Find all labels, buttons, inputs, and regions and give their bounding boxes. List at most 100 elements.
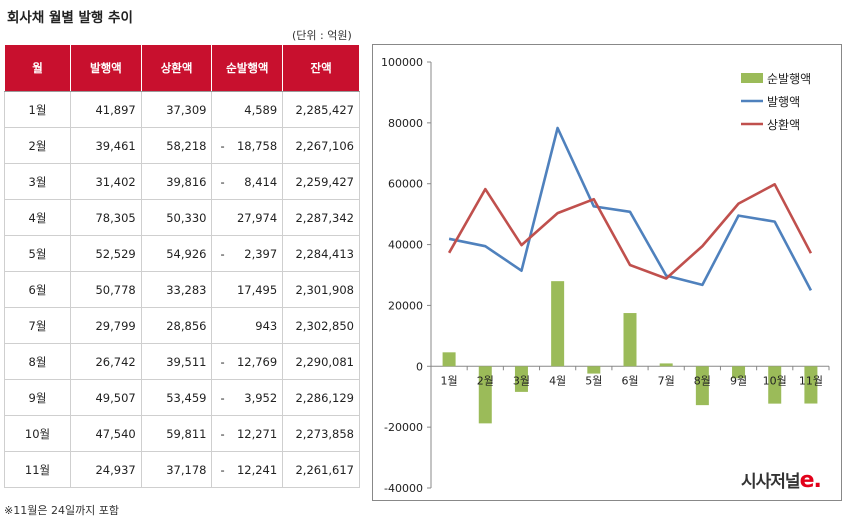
cell-month-value: 10월: [24, 426, 51, 441]
x-tick-label: 2월: [477, 374, 494, 387]
cell-net: -18,758: [211, 127, 284, 164]
cell-redeem-value: 58,218: [166, 138, 207, 153]
bar-net-issuance: [587, 366, 601, 374]
cell-net-value: 12,241: [236, 462, 278, 477]
footnote: ※11월은 24일까지 포함: [4, 504, 120, 517]
cell-issue-value: 26,742: [95, 354, 136, 369]
logo: 시사저널e.: [741, 467, 822, 493]
bar-net-issuance: [768, 366, 782, 404]
cell-balance-value: 2,286,129: [295, 390, 354, 405]
cell-balance-value: 2,273,858: [295, 426, 354, 441]
cell-issue: 24,937: [70, 451, 142, 488]
chart-container: -40000 -20000 0 20000 40000 60000 80000 100000 1…: [372, 44, 842, 501]
cell-issue-value: 78,305: [95, 210, 136, 225]
cell-month-value: 8월: [28, 354, 47, 369]
cell-redeem-value: 39,816: [166, 174, 207, 189]
cell-net-value: 8,414: [244, 174, 278, 189]
minus-sign: -: [220, 246, 225, 261]
cell-month: 9월: [4, 379, 71, 416]
legend-label: 발행액: [767, 94, 800, 109]
cell-month-value: 4월: [28, 210, 47, 225]
cell-redeem: 54,926: [140, 235, 213, 272]
table-row: 10월 47,540 59,811-12,271 2,273,858: [4, 415, 360, 452]
x-tick-label: 5월: [585, 374, 602, 387]
cell-issue: 29,799: [70, 307, 142, 344]
cell-redeem: 37,309: [140, 91, 213, 128]
cell-issue-value: 47,540: [95, 426, 136, 441]
cell-issue: 39,461: [70, 127, 142, 164]
cell-redeem: 58,218: [140, 127, 213, 164]
cell-issue: 52,529: [70, 235, 142, 272]
y-tick-label: 20000: [388, 299, 423, 312]
x-tick-label: 9월: [730, 374, 747, 387]
cell-balance: 2,287,342: [282, 199, 360, 236]
cell-net-value: 17,495: [236, 282, 278, 297]
cell-redeem-value: 50,330: [166, 210, 207, 225]
line-issuance: [448, 126, 813, 292]
cell-month-value: 7월: [28, 318, 47, 333]
y-tick-label: 60000: [388, 178, 423, 191]
cell-month: 2월: [4, 127, 71, 164]
cell-issue-value: 29,799: [95, 318, 136, 333]
cell-month: 8월: [4, 343, 71, 380]
cell-issue: 26,742: [70, 343, 142, 380]
bar-net-issuance: [695, 366, 709, 406]
y-tick-label: -40000: [384, 482, 423, 495]
cell-balance-value: 2,267,106: [295, 138, 354, 153]
table-row: 5월 52,529 54,926- 2,397 2,284,413: [4, 235, 360, 272]
cell-balance: 2,259,427: [282, 163, 360, 200]
logo-text: 시사저널: [741, 472, 801, 492]
cell-month: 11월: [4, 451, 71, 488]
cell-redeem-value: 39,511: [166, 354, 207, 369]
y-tick-label: 0: [416, 360, 423, 373]
cell-net: - 8,414: [211, 163, 284, 200]
cell-issue: 50,778: [70, 271, 142, 308]
header-month: 월: [4, 44, 71, 92]
cell-issue: 31,402: [70, 163, 142, 200]
cell-net: 17,495: [211, 271, 284, 308]
cell-redeem-value: 37,178: [166, 462, 207, 477]
header-net: 순발행액: [211, 44, 284, 92]
cell-balance: 2,285,427: [282, 91, 360, 128]
cell-net: - 2,397: [211, 235, 284, 272]
x-tick-label: 11월: [799, 374, 823, 387]
cell-issue: 41,897: [70, 91, 142, 128]
cell-balance: 2,290,081: [282, 343, 360, 380]
cell-balance-value: 2,302,850: [295, 318, 354, 333]
table-header-row: 월 발행액 상환액 순발행액 잔액: [4, 44, 360, 92]
table-row: 8월 26,742 39,511 -12,769 2,290,081: [4, 343, 360, 380]
minus-sign: -: [220, 138, 225, 153]
cell-net: -12,271: [211, 415, 284, 452]
data-table: 월 발행액 상환액 순발행액 잔액 1월 41,897 37,309 4,589 2,2…: [4, 44, 360, 488]
cell-balance: 2,302,850: [282, 307, 360, 344]
cell-month-value: 2월: [28, 138, 47, 153]
cell-net: -12,769: [211, 343, 284, 380]
cell-redeem: 39,511: [140, 343, 213, 380]
cell-month: 3월: [4, 163, 71, 200]
line-redemption: [447, 183, 813, 280]
cell-month: 5월: [4, 235, 71, 272]
bar-net-issuance: [478, 366, 492, 424]
cell-month: 6월: [4, 271, 71, 308]
table-row: 9월 49,507 53,459- 3,952 2,286,129: [4, 379, 360, 416]
cell-net: -12,241: [211, 451, 284, 488]
cell-net: - 3,952: [211, 379, 284, 416]
cell-issue-value: 49,507: [95, 390, 136, 405]
logo-e: e.: [799, 468, 822, 493]
x-tick-label: 3월: [513, 374, 530, 387]
bar-net-issuance: [442, 352, 456, 367]
cell-balance: 2,273,858: [282, 415, 360, 452]
bar-net-issuance: [659, 363, 673, 367]
cell-redeem: 33,283: [140, 271, 213, 308]
cell-redeem-value: 37,309: [166, 102, 207, 117]
table-row: 7월 29,799 28,856 943 2,302,850: [4, 307, 360, 344]
cell-net: 27,974: [211, 199, 284, 236]
cell-balance-value: 2,287,342: [295, 210, 354, 225]
bar-net-issuance: [732, 366, 746, 379]
bar-net-issuance: [551, 281, 565, 367]
cell-balance-value: 2,261,617: [295, 462, 354, 477]
cell-net: 943: [211, 307, 284, 344]
cell-net-value: 4,589: [244, 102, 278, 117]
cell-net: 4,589: [211, 91, 284, 128]
page-title: 회사채 월별 발행 추이: [7, 10, 133, 26]
